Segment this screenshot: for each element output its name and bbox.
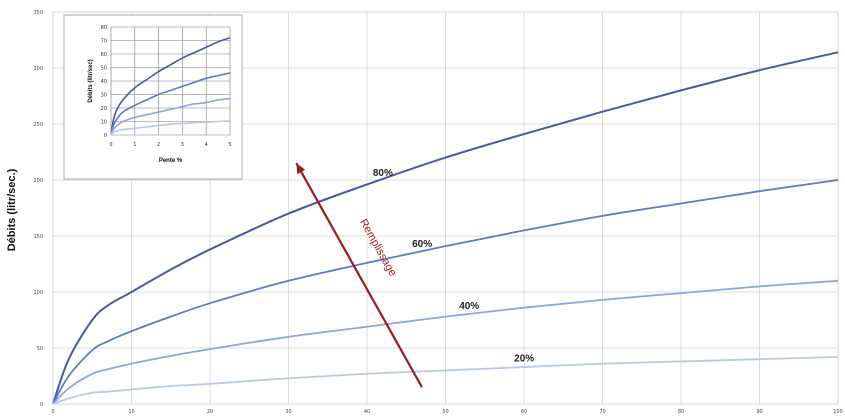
inset-y-tick-label: 40	[101, 79, 107, 85]
x-tick-label: 30	[285, 409, 291, 415]
inset-y-tick-label: 60	[101, 52, 107, 58]
inset-y-axis-label: Débits (litr/sec)	[88, 59, 94, 102]
x-tick-label: 70	[599, 409, 605, 415]
x-tick-label: 90	[756, 409, 762, 415]
y-tick-label: 100	[33, 290, 43, 296]
inset-x-tick-label: 5	[228, 142, 231, 148]
inset-y-tick-label: 10	[101, 120, 107, 126]
series-label: 40%	[459, 301, 479, 312]
x-tick-label: 10	[128, 409, 134, 415]
y-tick-label: 200	[33, 178, 43, 184]
x-tick-label: 50	[442, 409, 448, 415]
series-line-60pct	[52, 179, 839, 405]
inset-x-tick-label: 1	[133, 142, 136, 148]
inset-y-tick-label: 0	[104, 133, 107, 139]
x-tick-label: 60	[521, 409, 527, 415]
main-tick-labels: 0 10 20 30 40 50 60 70 80 90 100050100150200250300…	[33, 10, 842, 415]
y-tick-label: 50	[37, 346, 43, 352]
series-label: 60%	[412, 239, 432, 250]
inset-x-tick-label: 3	[181, 142, 184, 148]
main-series-group	[52, 51, 839, 405]
inset-x-tick-label: 2	[157, 142, 160, 148]
inset-y-tick-label: 20	[101, 106, 107, 112]
series-label: 20%	[514, 353, 534, 364]
inset-series-line	[110, 37, 231, 136]
x-tick-label: 20	[207, 409, 213, 415]
series-line-20pct	[52, 356, 839, 405]
y-tick-label: 250	[33, 122, 43, 128]
series-labels: 80% 60% 40% 20%	[373, 168, 534, 365]
annotation-arrow-head	[296, 163, 306, 175]
x-tick-label: 80	[678, 409, 684, 415]
y-tick-label: 300	[33, 66, 43, 72]
y-tick-label: 0	[40, 402, 43, 408]
y-axis-label: Débits (litr/sec.)	[6, 168, 18, 251]
x-tick-label: 100	[833, 409, 843, 415]
inset-series-line	[110, 120, 231, 136]
x-tick-label: 0	[51, 409, 54, 415]
y-tick-label: 150	[33, 234, 43, 240]
x-tick-label: 40	[364, 409, 370, 415]
series-label: 80%	[373, 168, 393, 179]
inset-y-tick-label: 80	[101, 25, 107, 31]
inset-y-tick-label: 50	[101, 66, 107, 72]
inset-x-tick-label: 0	[109, 142, 112, 148]
series-line-40pct	[52, 279, 839, 405]
series-line-80pct	[52, 51, 839, 405]
y-tick-label: 350	[33, 10, 43, 16]
main-grid	[52, 11, 839, 405]
annotation-arrow-line	[295, 162, 423, 388]
inset-x-axis-label: Pente %	[159, 158, 183, 164]
inset-y-tick-label: 30	[101, 93, 107, 99]
inset-y-tick-label: 70	[101, 39, 107, 45]
inset-series-line	[110, 97, 231, 136]
inset-x-tick-label: 4	[205, 142, 208, 148]
inset-series-line	[110, 72, 231, 136]
